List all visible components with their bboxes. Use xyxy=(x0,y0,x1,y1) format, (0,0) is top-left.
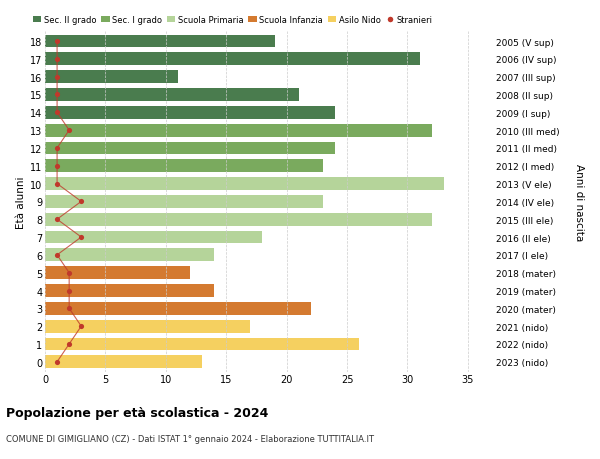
Point xyxy=(52,38,62,45)
Bar xyxy=(45,249,214,262)
Bar xyxy=(45,89,299,101)
Point xyxy=(64,287,74,295)
Bar xyxy=(45,231,262,244)
Point xyxy=(52,74,62,81)
Point xyxy=(52,92,62,99)
Point xyxy=(64,341,74,348)
Bar xyxy=(45,320,250,333)
Bar xyxy=(45,71,178,84)
Bar xyxy=(45,124,431,137)
Point xyxy=(52,163,62,170)
Bar xyxy=(45,213,431,226)
Bar xyxy=(45,35,275,48)
Point xyxy=(76,323,86,330)
Bar xyxy=(45,142,335,155)
Bar xyxy=(45,196,323,208)
Point xyxy=(76,234,86,241)
Point xyxy=(64,305,74,312)
Bar xyxy=(45,106,335,119)
Point xyxy=(52,109,62,117)
Y-axis label: Anni di nascita: Anni di nascita xyxy=(574,163,584,241)
Point xyxy=(52,145,62,152)
Bar xyxy=(45,356,202,369)
Point xyxy=(76,198,86,206)
Point xyxy=(52,216,62,224)
Point xyxy=(64,127,74,134)
Bar xyxy=(45,53,419,66)
Point xyxy=(52,358,62,366)
Point xyxy=(52,180,62,188)
Bar xyxy=(45,285,214,297)
Text: COMUNE DI GIMIGLIANO (CZ) - Dati ISTAT 1° gennaio 2024 - Elaborazione TUTTITALIA: COMUNE DI GIMIGLIANO (CZ) - Dati ISTAT 1… xyxy=(6,434,374,443)
Bar xyxy=(45,160,323,173)
Y-axis label: Età alunni: Età alunni xyxy=(16,176,26,228)
Bar xyxy=(45,178,443,190)
Point xyxy=(52,252,62,259)
Bar xyxy=(45,267,190,280)
Point xyxy=(52,56,62,63)
Text: Popolazione per età scolastica - 2024: Popolazione per età scolastica - 2024 xyxy=(6,406,268,419)
Point xyxy=(64,269,74,277)
Bar xyxy=(45,302,311,315)
Legend: Sec. II grado, Sec. I grado, Scuola Primaria, Scuola Infanzia, Asilo Nido, Stran: Sec. II grado, Sec. I grado, Scuola Prim… xyxy=(33,16,433,25)
Bar xyxy=(45,338,359,351)
